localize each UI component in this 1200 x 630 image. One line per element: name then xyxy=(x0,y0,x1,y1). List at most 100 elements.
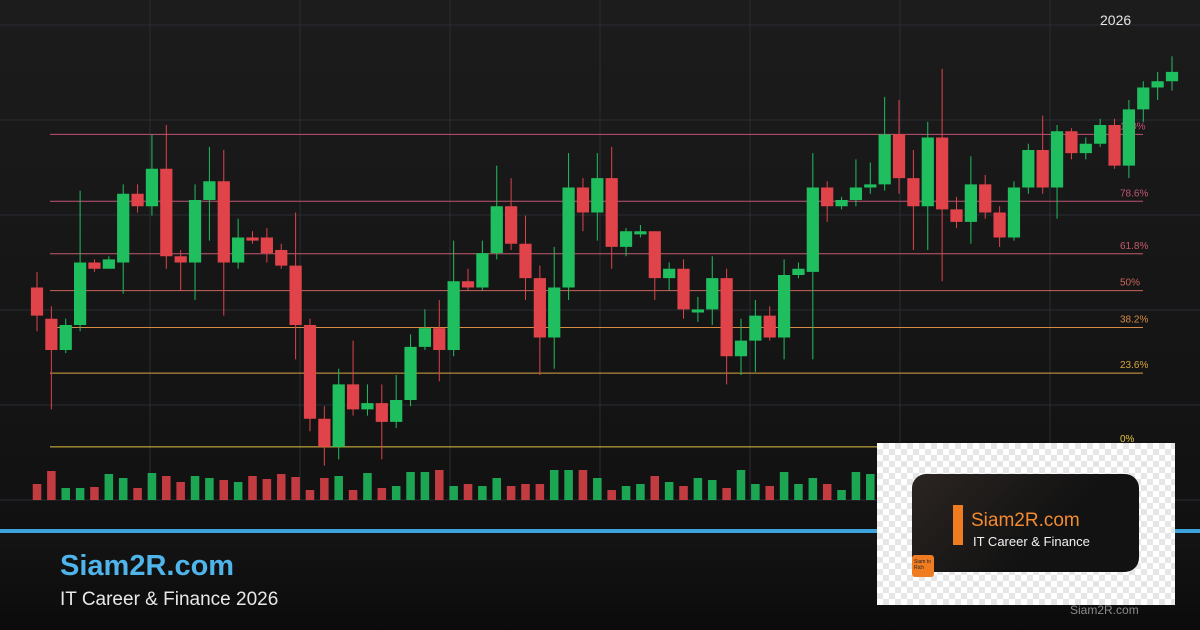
volume-bar xyxy=(751,484,760,500)
candle-body xyxy=(763,315,776,338)
candle-body xyxy=(232,237,245,263)
candle-body xyxy=(677,268,690,310)
candle-body xyxy=(878,134,891,185)
candle-body xyxy=(246,237,259,241)
candle-body xyxy=(117,193,130,263)
candle-body xyxy=(73,262,87,325)
volume-bar xyxy=(478,486,487,500)
volume-bar xyxy=(866,474,875,500)
candle-body xyxy=(964,184,977,222)
candle-body xyxy=(993,212,1006,238)
candle-body xyxy=(849,187,863,200)
candle-body xyxy=(806,187,819,272)
candle-body xyxy=(375,403,388,422)
candle-body xyxy=(821,187,834,207)
volume-bar xyxy=(693,478,703,500)
candle-body xyxy=(289,265,302,325)
volume-bar xyxy=(205,478,214,500)
volume-bar xyxy=(736,470,746,500)
level-label: 50% xyxy=(1120,278,1140,289)
volume-bar xyxy=(133,488,142,500)
card-subtitle: IT Career & Finance xyxy=(973,534,1090,549)
volume-bar xyxy=(463,484,473,500)
volume-bar xyxy=(118,478,128,500)
volume-bar xyxy=(90,487,99,500)
volume-bar xyxy=(506,486,516,500)
candle-body xyxy=(921,137,934,207)
volume-bar xyxy=(291,477,300,500)
candle-body xyxy=(490,206,503,254)
volume-bar xyxy=(219,480,229,500)
candle-body xyxy=(433,328,446,350)
logo-icon: Siam to Rich xyxy=(912,555,934,577)
candle-body xyxy=(131,193,144,207)
volume-bar xyxy=(276,474,286,500)
volume-bar xyxy=(492,478,502,500)
candle-body xyxy=(576,187,590,213)
candle-body xyxy=(1036,150,1049,188)
candle-body xyxy=(663,268,676,279)
candle-body xyxy=(936,137,949,210)
candle-body xyxy=(1022,150,1035,188)
candle-body xyxy=(892,134,906,179)
corner-text: Siam2R.com xyxy=(1070,603,1139,617)
candle-body xyxy=(1137,87,1150,110)
candle-body xyxy=(720,278,733,357)
candle-body xyxy=(734,340,748,357)
candle-body xyxy=(332,384,345,447)
volume-bar xyxy=(147,473,157,500)
candle-body xyxy=(605,178,618,247)
volume-bar xyxy=(650,476,660,500)
volume-bar xyxy=(564,470,573,500)
candle-body xyxy=(476,253,489,288)
candle-body xyxy=(390,400,403,422)
volume-bar xyxy=(190,476,200,500)
candle-body xyxy=(950,209,963,222)
candle-body xyxy=(217,181,230,263)
candle-body xyxy=(749,315,762,341)
candle-body xyxy=(1079,143,1092,154)
candle-body xyxy=(519,243,532,279)
candle-body xyxy=(461,281,475,288)
candle-body xyxy=(648,231,661,279)
volume-bar xyxy=(262,479,272,500)
volume-bar xyxy=(176,482,185,500)
candle-body xyxy=(203,181,216,200)
volume-bar xyxy=(664,482,674,500)
footer-subtitle: IT Career & Finance 2026 xyxy=(60,589,279,610)
candle-body xyxy=(346,384,360,410)
volume-bar xyxy=(320,478,329,500)
candle-body xyxy=(1050,131,1064,188)
candle-body xyxy=(318,418,331,447)
candle-body xyxy=(562,187,575,288)
volume-bar xyxy=(233,482,243,500)
volume-bar xyxy=(607,490,616,500)
candle-body xyxy=(30,287,44,316)
volume-bar xyxy=(47,471,56,500)
logo-card: Siam2R.com IT Career & Finance xyxy=(912,474,1139,572)
candle-body xyxy=(591,178,604,213)
candle-body xyxy=(102,259,115,269)
volume-bar xyxy=(420,472,430,500)
level-label: 0% xyxy=(1120,434,1135,445)
candle-body xyxy=(59,325,72,350)
level-label: 61.8% xyxy=(1120,241,1148,252)
candle-body xyxy=(1151,81,1164,88)
volume-bar xyxy=(521,484,530,500)
level-label: 38.2% xyxy=(1120,315,1148,326)
volume-bar xyxy=(851,472,861,500)
candle-body xyxy=(634,231,647,235)
candle-body xyxy=(1065,131,1078,154)
volume-bar xyxy=(348,490,358,500)
volume-bar xyxy=(305,490,315,500)
volume-bar xyxy=(391,486,401,500)
candle-body xyxy=(1007,187,1021,238)
volume-bar xyxy=(75,488,85,500)
volume-bar xyxy=(549,470,559,500)
volume-bar xyxy=(621,486,631,500)
volume-bar xyxy=(61,488,71,500)
volume-bar xyxy=(449,486,458,500)
volume-bar xyxy=(32,484,42,500)
card-title: Siam2R.com xyxy=(971,510,1080,531)
